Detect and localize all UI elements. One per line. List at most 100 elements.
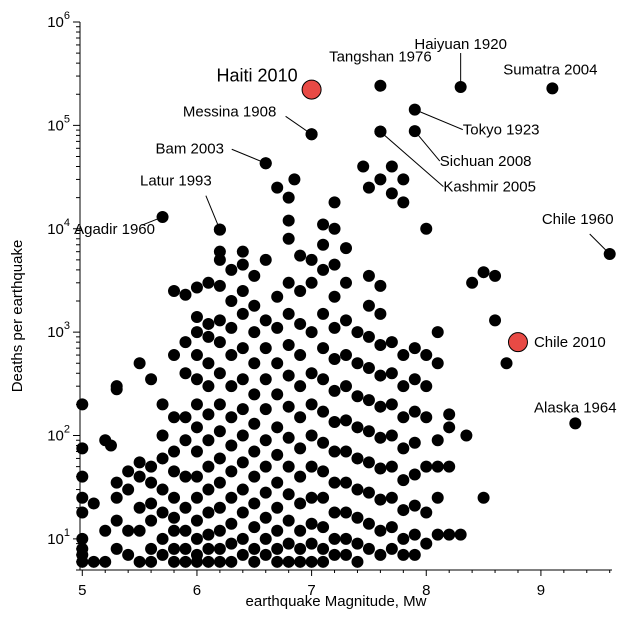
annotation-label: Bam 2003 <box>156 140 224 157</box>
data-point <box>351 390 364 403</box>
data-point <box>362 299 375 312</box>
data-point <box>99 524 112 537</box>
data-point <box>179 336 192 349</box>
data-point <box>328 548 341 561</box>
data-point <box>443 460 456 473</box>
data-point <box>271 357 284 370</box>
data-point <box>317 465 330 478</box>
annotation-leader <box>285 115 312 135</box>
data-point <box>420 460 433 473</box>
axes: 5 6 7 8 9 101 102 103 104 105 106 earthquake Magnit… <box>9 10 612 610</box>
data-point <box>190 421 203 434</box>
data-points <box>76 79 616 568</box>
data-point <box>213 501 226 514</box>
highlighted-label: Chile 2010 <box>534 334 606 351</box>
data-point <box>145 460 158 473</box>
data-point <box>374 493 387 506</box>
data-point <box>420 411 433 424</box>
data-point <box>213 542 226 555</box>
data-point <box>202 317 215 330</box>
data-point <box>259 403 272 416</box>
data-point <box>145 497 158 510</box>
data-point <box>248 269 261 282</box>
data-point <box>282 191 295 204</box>
data-point <box>190 398 203 411</box>
data-point <box>236 548 249 561</box>
data-point <box>374 279 387 292</box>
data-point <box>213 279 226 292</box>
data-point <box>202 380 215 393</box>
data-point <box>294 284 307 297</box>
data-point <box>317 521 330 534</box>
annotation-label: Kashmir 2005 <box>443 179 536 196</box>
highlighted-point <box>507 332 528 353</box>
data-point <box>259 434 272 447</box>
y-tick-label: 101 <box>47 527 70 548</box>
data-point <box>408 548 421 561</box>
data-point <box>179 367 192 380</box>
data-point <box>305 429 318 442</box>
data-point <box>317 342 330 355</box>
data-point <box>202 408 215 421</box>
data-point <box>213 367 226 380</box>
data-point <box>156 548 169 561</box>
data-point <box>351 555 364 568</box>
data-point <box>317 218 330 231</box>
data-point <box>431 491 444 504</box>
data-point <box>282 460 295 473</box>
data-point <box>340 414 352 427</box>
data-point <box>431 326 444 339</box>
data-point <box>248 555 261 568</box>
data-point <box>202 434 215 447</box>
data-point <box>133 524 146 537</box>
data-point <box>225 517 238 530</box>
annotation-leader <box>142 216 163 226</box>
data-point <box>145 514 158 527</box>
data-point <box>294 524 307 537</box>
data-point <box>408 499 421 512</box>
data-point <box>294 349 307 362</box>
data-point <box>477 491 490 504</box>
data-point <box>340 532 352 545</box>
data-point <box>259 548 272 561</box>
data-point <box>305 491 318 504</box>
data-point <box>236 258 249 271</box>
annotation-leader <box>380 131 444 188</box>
data-point <box>190 555 203 568</box>
data-point <box>282 555 295 568</box>
data-point <box>294 497 307 510</box>
data-point <box>282 214 295 227</box>
y-tick-label: 106 <box>47 10 70 31</box>
data-point <box>328 445 341 458</box>
data-point <box>294 249 307 262</box>
data-point <box>317 491 330 504</box>
data-point <box>202 330 215 343</box>
data-point <box>156 398 169 411</box>
data-point <box>225 349 238 362</box>
data-point <box>213 555 226 568</box>
data-point <box>236 284 249 297</box>
annotation-label: Sumatra 2004 <box>503 61 597 78</box>
data-point <box>340 242 352 255</box>
data-point <box>202 555 215 568</box>
data-point <box>168 445 181 458</box>
data-point <box>408 468 421 481</box>
data-point <box>202 528 215 541</box>
data-point <box>259 486 272 499</box>
annotation-leader <box>231 148 266 164</box>
data-point <box>236 307 249 320</box>
data-point <box>168 465 181 478</box>
data-point <box>271 555 284 568</box>
data-point <box>133 357 146 370</box>
data-point <box>271 501 284 514</box>
data-point <box>190 445 203 458</box>
data-point <box>282 537 295 550</box>
data-point <box>122 524 135 537</box>
data-point <box>340 349 352 362</box>
data-point <box>168 491 181 504</box>
data-point <box>317 542 330 555</box>
annotation-leader <box>589 233 611 255</box>
data-point <box>385 187 398 200</box>
data-point <box>282 276 295 289</box>
data-point <box>122 548 135 561</box>
